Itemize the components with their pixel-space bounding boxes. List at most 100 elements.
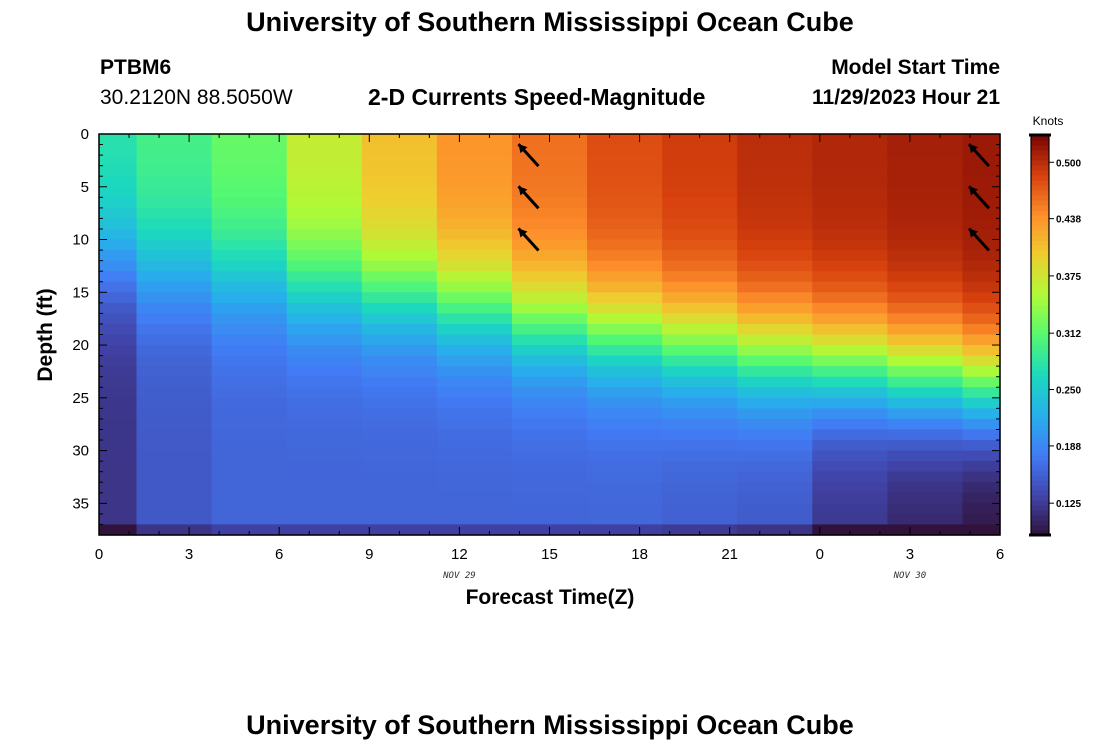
heatmap-cell [511,165,588,177]
heatmap-cell [361,323,438,336]
heatmap-cell [286,366,363,378]
heatmap-cell [662,376,738,388]
colorbar-segment [1031,415,1049,421]
heatmap-cell [99,155,138,167]
heatmap-cell [812,387,888,399]
heatmap-cell [737,366,813,378]
heatmap-cell [737,355,813,367]
heatmap-cell [361,513,438,526]
y-tick-label: 15 [72,284,89,301]
colorbar-segment [1031,175,1049,181]
heatmap-cell [887,355,964,367]
heatmap-cell [511,250,588,262]
colorbar-segment [1031,180,1049,186]
heatmap-cell [587,461,663,473]
heatmap-cell [361,228,438,241]
heatmap-cell [136,144,213,156]
heatmap-cell [587,397,663,409]
heatmap-cell [887,197,964,209]
heatmap-cell [211,482,288,494]
x-tick-label: 0 [95,546,103,563]
colorbar-segment [1031,145,1049,151]
heatmap-cell [211,513,288,526]
colorbar-tick-label: 0.438 [1056,215,1081,226]
heatmap-cell [662,334,738,346]
heatmap-cell [286,345,363,357]
heatmap-cell [962,355,1001,367]
heatmap-cell [436,176,513,188]
heatmap-cell [511,461,588,473]
heatmap-cell [286,376,363,388]
heatmap-cell [99,260,138,272]
heatmap-cell [211,408,288,420]
heatmap-cell [587,207,663,220]
heatmap-cell [361,376,438,388]
heatmap-cell [436,397,513,409]
heatmap-cell [211,345,288,357]
heatmap-cell [962,461,1001,473]
heatmap-cell [286,323,363,336]
heatmap-cell [962,197,1001,209]
colorbar-segment [1031,520,1049,526]
heatmap-cell [99,429,138,441]
heatmap-cell [662,366,738,378]
heatmap-cell [737,250,813,262]
colorbar-tick-label: 0.188 [1056,442,1081,453]
heatmap-cell [587,440,663,452]
heatmap-cell [136,334,213,346]
heatmap-cell [737,450,813,462]
heatmap-cell [136,260,213,272]
heatmap-cell [211,260,288,272]
heatmap-cell [662,155,738,167]
heatmap-cell [211,271,288,283]
heatmap-cell [587,450,663,462]
heatmap-cell [812,144,888,156]
heatmap-cell [136,323,213,336]
heatmap-cell [887,492,964,504]
heatmap-cell [587,165,663,177]
colorbar-segment [1031,265,1049,271]
heatmap-cell [436,387,513,399]
heatmap-cell [887,271,964,283]
heatmap-cell [662,397,738,409]
heatmap-cell [436,186,513,198]
heatmap-cell [211,376,288,388]
colorbar-segment [1031,480,1049,486]
heatmap-cell [737,471,813,483]
heatmap-cell [737,218,813,230]
heatmap-cell [136,524,213,536]
heatmap-cell [99,323,138,336]
heatmap-cell [99,408,138,420]
heatmap-cell [812,376,888,388]
heatmap-cell [812,334,888,346]
heatmap-cell [662,313,738,325]
heatmap-cell [737,429,813,441]
heatmap-cell [962,186,1001,198]
x-tick-label: 21 [721,546,738,563]
heatmap-cell [511,503,588,515]
heatmap-cell [737,176,813,188]
heatmap-cell [511,334,588,346]
heatmap-cell [436,440,513,452]
heatmap-cell [211,461,288,473]
colorbar-segment [1031,190,1049,196]
colorbar-tick-label: 0.500 [1056,158,1081,169]
heatmap-cell [436,429,513,441]
heatmap-cell [887,186,964,198]
heatmap-cell [436,239,513,251]
heatmap-cell [812,207,888,220]
heatmap-cell [361,334,438,346]
heatmap-cell [662,513,738,526]
heatmap-cell [211,418,288,431]
heatmap-cell [99,302,138,314]
heatmap-cell [511,366,588,378]
heatmap-cell [662,176,738,188]
heatmap-cell [286,302,363,314]
heatmap-cell [436,492,513,504]
heatmap-cell [436,366,513,378]
x-tick-label: 15 [541,546,558,563]
heatmap-cell [587,408,663,420]
heatmap-cell [662,271,738,283]
heatmap-cell [812,440,888,452]
heatmap-cell [286,482,363,494]
